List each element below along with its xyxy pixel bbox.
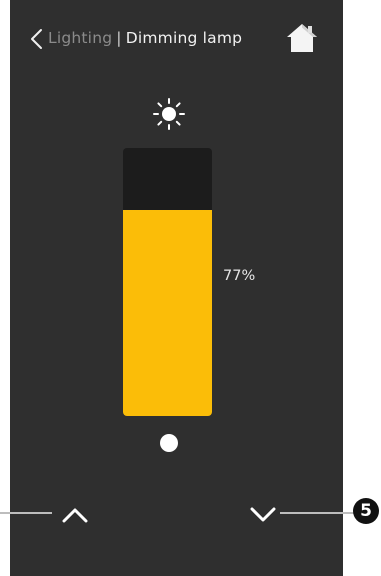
chevron-up-icon[interactable] — [60, 505, 90, 525]
page-title: Dimming lamp — [125, 29, 243, 47]
home-icon[interactable] — [286, 22, 318, 54]
callout-number-badge: 5 — [353, 498, 379, 524]
breadcrumb-parent-link[interactable]: Lighting — [48, 29, 113, 47]
callout-line-left — [0, 512, 52, 514]
breadcrumb-separator: | — [116, 29, 122, 47]
breadcrumb: Lighting | Dimming lamp — [48, 28, 242, 48]
dot-icon — [160, 434, 178, 452]
header: Lighting | Dimming lamp — [10, 22, 343, 56]
dimmer-level-fill — [123, 209, 212, 416]
chevron-left-icon[interactable] — [28, 28, 46, 50]
dimmer-level-bar[interactable] — [123, 148, 212, 416]
dimming-lamp-screen: Lighting | Dimming lamp 77% — [10, 0, 343, 576]
dimmer-level-label: 77% — [223, 268, 256, 284]
sun-icon — [153, 98, 185, 130]
callout-line-right — [280, 512, 354, 514]
chevron-down-icon[interactable] — [248, 505, 278, 525]
